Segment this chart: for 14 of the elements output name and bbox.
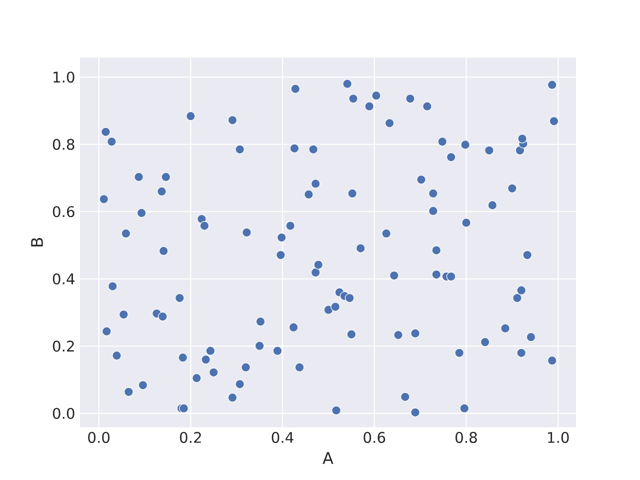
x-tick-label: 0.0 [88, 432, 110, 444]
y-axis-title: B [31, 238, 43, 246]
x-tick-label: 0.8 [456, 432, 477, 444]
x-tick-label: 1.0 [548, 432, 569, 444]
x-tick-label: 0.4 [272, 432, 294, 444]
x-axis-title: A [322, 452, 334, 464]
x-tick-label: 0.6 [364, 432, 386, 444]
y-tick-label: 0.0 [52, 408, 74, 419]
y-tick-label: 0.4 [52, 273, 74, 284]
y-tick-label: 0.6 [52, 206, 74, 218]
y-tick-label: 0.2 [52, 340, 74, 352]
y-tick-label: 1.0 [54, 72, 74, 83]
x-tick-label: 0.2 [180, 432, 201, 444]
y-tick-label: 0.8 [52, 138, 74, 150]
